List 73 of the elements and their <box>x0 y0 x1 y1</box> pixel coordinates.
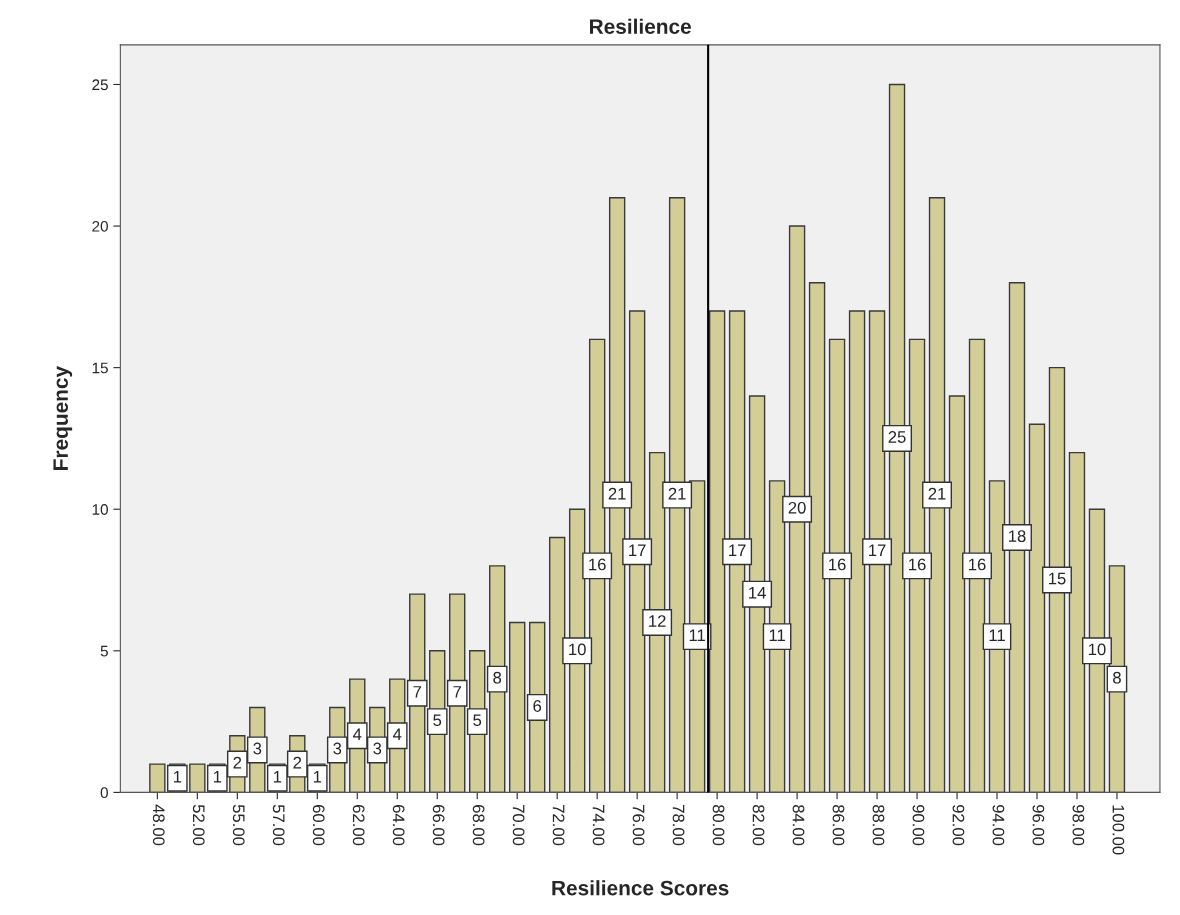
data-label: 11 <box>989 629 1005 641</box>
x-tick-label: 68.00 <box>472 805 485 846</box>
x-tick-label: 74.00 <box>592 805 605 846</box>
x-tick-label: 76.00 <box>632 805 645 846</box>
x-tick-label: 62.00 <box>352 805 365 846</box>
data-label: 8 <box>1113 671 1121 684</box>
x-tick-label: 80.00 <box>712 804 725 846</box>
data-label: 1 <box>313 771 322 783</box>
data-label: 25 <box>888 431 906 443</box>
x-tick-label: 72.00 <box>552 805 565 846</box>
data-label: 17 <box>729 544 746 557</box>
chart-title: Resilience <box>590 18 691 34</box>
x-tick-label: 88.00 <box>872 804 885 846</box>
data-label: 21 <box>668 487 686 500</box>
data-label: 1 <box>273 771 282 783</box>
x-tick-label: 64.00 <box>392 805 405 846</box>
data-label: 3 <box>253 742 262 755</box>
data-label: 20 <box>788 501 806 514</box>
data-label: 7 <box>453 686 462 698</box>
data-label: 2 <box>293 756 302 769</box>
x-tick-label: 86.00 <box>832 804 845 846</box>
data-label: 11 <box>769 629 785 641</box>
x-tick-label: 98.00 <box>1072 804 1085 846</box>
y-tick-label: 5 <box>100 645 108 657</box>
data-label: 4 <box>353 728 362 741</box>
data-label: 5 <box>433 714 442 727</box>
data-label: 8 <box>493 671 502 684</box>
y-tick-label: 25 <box>92 79 108 91</box>
y-tick-label: 15 <box>92 362 108 374</box>
data-label: 7 <box>413 686 422 698</box>
data-label: 21 <box>608 487 626 500</box>
x-tick-label: 90.00 <box>912 804 925 846</box>
x-tick-label: 96.00 <box>1032 804 1045 846</box>
x-tick-label: 78.00 <box>672 805 685 846</box>
data-label: 3 <box>333 742 342 755</box>
x-tick-label: 94.00 <box>992 804 1005 846</box>
x-tick-label: 100.00 <box>1112 805 1125 855</box>
data-label: 21 <box>928 487 946 500</box>
data-label: 6 <box>533 700 542 712</box>
data-label: 5 <box>473 714 482 727</box>
y-tick-label: 0 <box>100 787 108 799</box>
x-axis-title: Resilience Scores <box>552 880 729 896</box>
x-tick-label: 66.00 <box>432 805 445 846</box>
x-tick-label: 60.00 <box>312 805 325 846</box>
data-label: 14 <box>749 587 766 599</box>
data-label: 1 <box>173 771 182 783</box>
data-label: 17 <box>629 544 646 557</box>
data-label: 1 <box>213 771 222 783</box>
x-tick-label: 55.00 <box>232 804 245 846</box>
data-label: 18 <box>1009 530 1026 543</box>
data-label: 12 <box>649 615 666 627</box>
y-tick-label: 20 <box>92 220 108 232</box>
x-tick-label: 92.00 <box>952 804 965 846</box>
data-label: 16 <box>909 558 926 571</box>
x-tick-label: 84.00 <box>792 804 805 846</box>
data-label: 16 <box>829 558 846 571</box>
data-label: 4 <box>393 728 402 741</box>
data-label: 16 <box>969 558 986 571</box>
data-label: 11 <box>689 629 705 641</box>
y-axis-title: Frequency <box>53 366 73 470</box>
data-label: 3 <box>373 742 382 755</box>
data-label: 16 <box>589 558 606 571</box>
data-label: 17 <box>869 544 886 557</box>
data-label: 15 <box>1048 572 1066 585</box>
data-label: 2 <box>233 756 242 769</box>
x-tick-label: 82.00 <box>752 804 765 846</box>
x-tick-label: 70.00 <box>512 805 525 846</box>
data-label: 10 <box>1088 643 1106 656</box>
y-tick-label: 10 <box>92 504 108 515</box>
x-tick-label: 57.00 <box>272 804 285 846</box>
x-tick-label: 52.00 <box>192 804 205 846</box>
data-label: 10 <box>569 643 586 656</box>
x-tick-label: 48.00 <box>152 804 165 846</box>
